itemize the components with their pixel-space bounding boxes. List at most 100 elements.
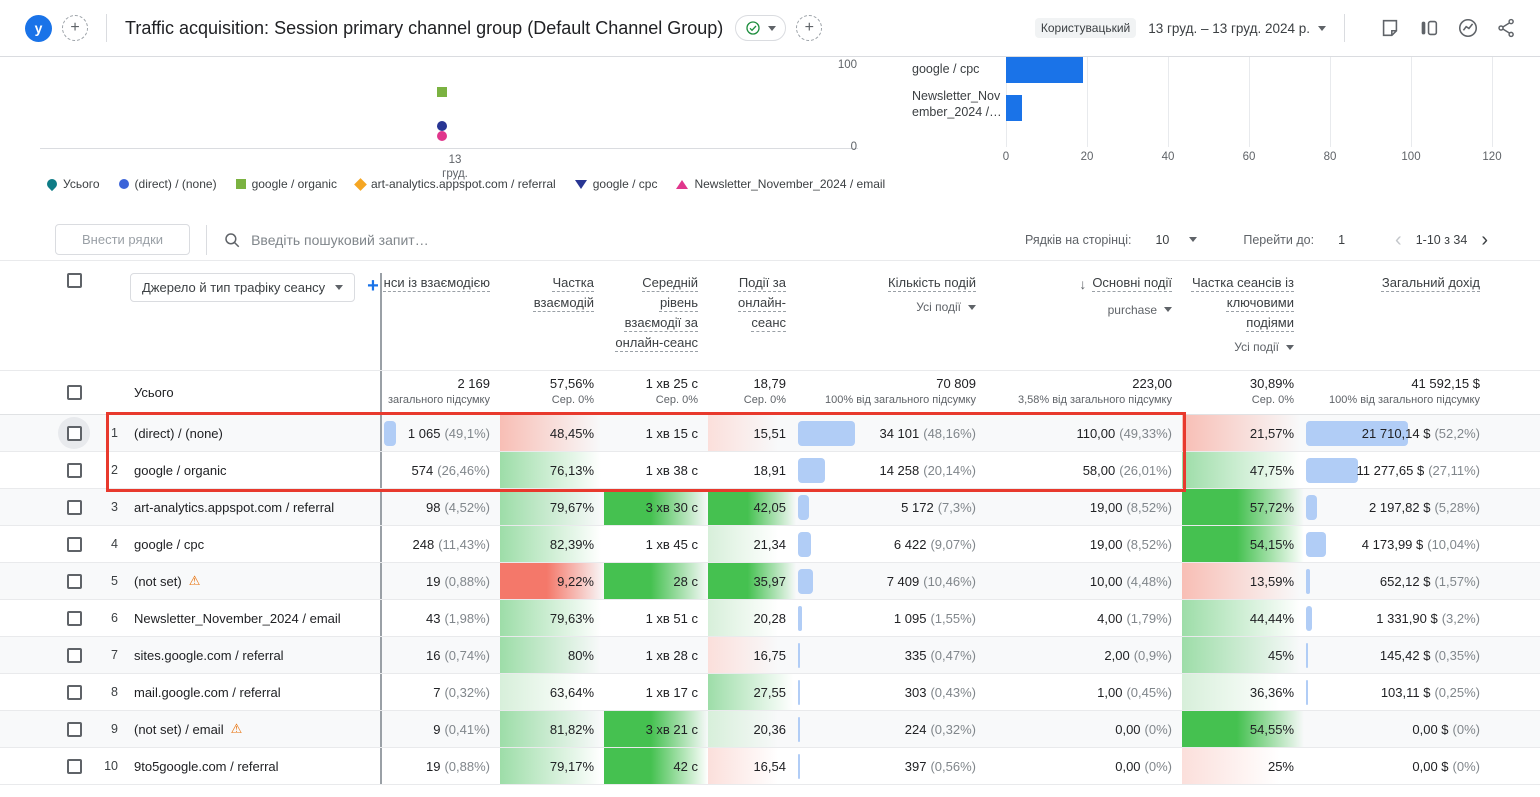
metric-cell: 0,00 (0%): [1115, 721, 1172, 737]
metric-cell: 1 хв 15 с: [645, 425, 698, 441]
row-dimension-value: (direct) / (none): [134, 425, 223, 441]
notes-icon[interactable]: [1379, 17, 1401, 39]
metric-cell: 7 (0,32%): [380, 674, 500, 710]
checkbox-hover-circle: [58, 417, 90, 449]
goto-page-value[interactable]: 1: [1338, 232, 1346, 247]
column-header[interactable]: Частка сеансів із ключовими подіями Усі п…: [1182, 273, 1304, 370]
row-checkbox[interactable]: [66, 610, 82, 626]
row-checkbox[interactable]: [66, 536, 82, 552]
legend-item: google / cpc: [574, 177, 658, 191]
prev-page-icon[interactable]: ‹: [1395, 228, 1402, 251]
chevron-down-icon: [1164, 307, 1172, 313]
metric-event-selector[interactable]: Усі події: [796, 300, 976, 314]
metric-event-selector[interactable]: purchase: [986, 303, 1172, 317]
dimension-selector[interactable]: Джерело й тип трафіку сеансу: [130, 273, 356, 302]
add-dimension-button[interactable]: +: [367, 275, 379, 297]
top-bar: у + Traffic acquisition: Session primary…: [0, 0, 1540, 57]
metric-cell: 248 (11,43%): [380, 526, 500, 562]
row-checkbox[interactable]: [66, 721, 82, 737]
column-header[interactable]: Середній рівень взаємодії за онлайн-сеан…: [615, 275, 698, 351]
row-number: 3: [111, 500, 118, 514]
metric-cell: 20,36: [708, 711, 796, 747]
date-range-selector[interactable]: 13 груд. – 13 груд. 2024 р.: [1148, 20, 1310, 36]
metric-cell: 19 (0,88%): [380, 563, 500, 599]
custom-date-chip: Користувацький: [1034, 18, 1137, 38]
column-header[interactable]: Частка взаємодій: [533, 275, 594, 311]
row-checkbox[interactable]: [66, 385, 82, 400]
check-circle-icon: [746, 21, 760, 35]
insights-icon[interactable]: [1457, 17, 1479, 39]
x-axis-tick: 60: [1242, 151, 1256, 163]
select-all-checkbox[interactable]: [66, 273, 82, 288]
metric-cell: 79,17%: [500, 748, 604, 784]
x-axis-tick: 0: [1002, 151, 1010, 163]
metric-cell: 28 с: [604, 563, 708, 599]
totals-cell: 1 хв 25 с Сер. 0%: [645, 376, 698, 406]
row-checkbox[interactable]: [66, 684, 82, 700]
row-number: 2: [111, 463, 118, 477]
metric-cell: 1 хв 38 с: [645, 462, 698, 478]
y-axis-tick: 100: [837, 59, 857, 71]
property-avatar[interactable]: у: [25, 14, 52, 42]
metric-cell: 58,00 (26,01%): [1082, 462, 1172, 478]
cell-data-bar: [798, 495, 810, 520]
x-axis-tick: 20: [1080, 151, 1094, 163]
row-checkbox[interactable]: [66, 647, 82, 663]
metric-cell: 4,00 (1,79%): [1097, 610, 1172, 626]
metric-cell: 0,00 (0%): [1115, 758, 1172, 774]
metric-cell: 103,11 $ (0,25%): [1304, 674, 1490, 710]
row-checkbox[interactable]: [66, 499, 82, 515]
legend-label: google / cpc: [592, 177, 658, 191]
metric-cell: 16 (0,74%): [380, 637, 500, 673]
table-header-row: Джерело й тип трафіку сеансу + нси із взає…: [0, 261, 1540, 371]
metric-cell: 36,36%: [1182, 674, 1304, 710]
metric-cell: 9,22%: [500, 563, 604, 599]
metric-cell: 15,51: [708, 415, 796, 451]
column-header[interactable]: Загальний дохід: [1381, 275, 1480, 290]
report-saved-badge[interactable]: [735, 15, 787, 41]
legend-label: (direct) / (none): [134, 177, 217, 191]
insert-rows-button[interactable]: Внести рядки: [55, 224, 191, 255]
row-number: 9: [111, 722, 118, 736]
table-row: 5 (not set) ⚠ 19 (0,88%) 9,22% 28 с 35,97 7 409(…: [0, 563, 1540, 600]
row-checkbox[interactable]: [66, 573, 82, 589]
cell-data-bar: [1306, 643, 1308, 668]
data-point: [437, 87, 447, 97]
column-header[interactable]: Події за онлайн-сеанс: [738, 275, 786, 331]
add-report-icon[interactable]: +: [62, 15, 88, 41]
column-header[interactable]: ↓ Основні події purchase: [986, 273, 1182, 370]
metric-event-selector[interactable]: Усі події: [1182, 340, 1294, 354]
search-input[interactable]: [251, 231, 632, 248]
row-number: 1: [111, 426, 118, 440]
x-axis-tick: 80: [1323, 151, 1337, 163]
legend-label: google / organic: [251, 177, 337, 191]
data-point: [437, 121, 447, 131]
next-page-icon[interactable]: ›: [1481, 228, 1488, 251]
legend-item: Newsletter_November_2024 / email: [676, 177, 885, 191]
metric-cell: 1 095 (1,55%): [796, 600, 986, 636]
compare-columns-icon[interactable]: [1418, 17, 1440, 39]
row-checkbox[interactable]: [66, 758, 82, 774]
metric-cell: 16,75: [708, 637, 796, 673]
legend-item: google / organic: [235, 177, 337, 191]
legend-marker-circle: [118, 179, 129, 189]
chevron-down-icon[interactable]: [1318, 25, 1326, 31]
row-checkbox[interactable]: [66, 425, 82, 441]
x-axis-tick: 40: [1161, 151, 1175, 163]
rows-per-page-value[interactable]: 10: [1155, 232, 1170, 247]
add-comparison-icon[interactable]: +: [796, 15, 823, 41]
metric-cell: 3 хв 30 с: [604, 489, 708, 525]
totals-cell: 18,79 Сер. 0%: [743, 376, 786, 406]
totals-cell: 2 169 загального підсумку: [380, 371, 500, 414]
table-toolbar: Внести рядки Рядків на сторінці: 10 Пере…: [0, 219, 1540, 261]
metric-cell: 1 хв 17 с: [645, 684, 698, 700]
gridline: [1411, 57, 1412, 147]
metric-cell: 0,00 $ (0%): [1412, 758, 1480, 774]
share-icon[interactable]: [1496, 17, 1518, 39]
chevron-down-icon[interactable]: [1189, 237, 1198, 242]
column-header[interactable]: Кількість подій Усі події: [796, 273, 986, 370]
metric-cell: 63,64%: [500, 674, 604, 710]
column-header[interactable]: нси із взаємодією: [380, 273, 500, 370]
row-checkbox[interactable]: [66, 462, 82, 478]
divider: [1344, 14, 1345, 42]
